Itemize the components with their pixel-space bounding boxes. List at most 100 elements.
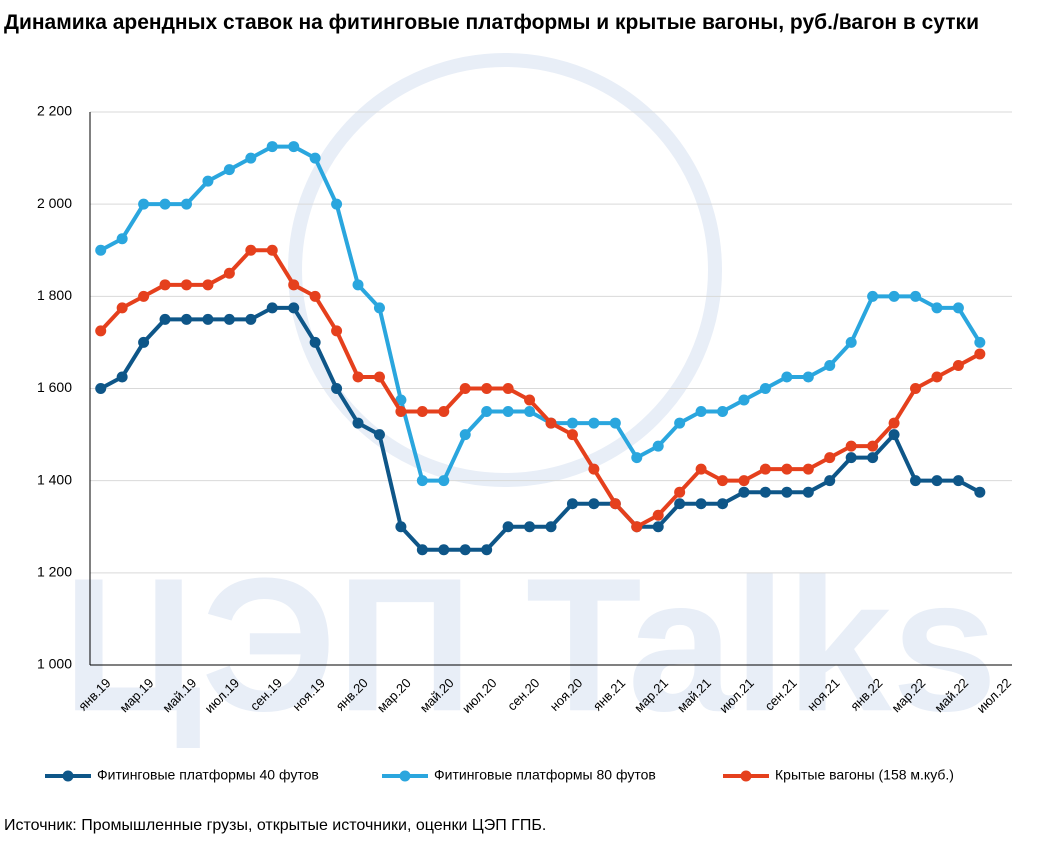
data-point bbox=[824, 359, 836, 371]
data-point bbox=[245, 152, 257, 164]
data-point bbox=[910, 475, 922, 487]
legend-marker bbox=[740, 770, 752, 782]
data-point bbox=[395, 406, 407, 418]
data-point bbox=[888, 429, 900, 441]
data-point bbox=[802, 486, 814, 498]
data-point bbox=[416, 544, 428, 556]
data-point bbox=[202, 313, 214, 325]
data-point bbox=[566, 417, 578, 429]
data-point bbox=[180, 198, 192, 210]
data-point bbox=[759, 463, 771, 475]
data-point bbox=[309, 336, 321, 348]
data-point bbox=[588, 417, 600, 429]
data-point bbox=[438, 544, 450, 556]
data-point bbox=[674, 486, 686, 498]
data-point bbox=[609, 417, 621, 429]
data-point bbox=[95, 325, 107, 337]
legend-label: Фитинговые платформы 80 футов bbox=[434, 767, 656, 783]
data-point bbox=[116, 302, 128, 314]
data-point bbox=[631, 452, 643, 464]
data-point bbox=[266, 141, 278, 153]
data-point bbox=[695, 498, 707, 510]
data-point bbox=[545, 417, 557, 429]
data-point bbox=[566, 429, 578, 441]
data-point bbox=[138, 336, 150, 348]
data-point bbox=[352, 417, 364, 429]
data-point bbox=[524, 394, 536, 406]
data-point bbox=[524, 406, 536, 418]
data-point bbox=[180, 279, 192, 291]
data-point bbox=[952, 475, 964, 487]
data-point bbox=[802, 371, 814, 383]
data-point bbox=[331, 198, 343, 210]
data-point bbox=[652, 521, 664, 533]
data-point bbox=[867, 440, 879, 452]
data-point bbox=[202, 279, 214, 291]
data-point bbox=[288, 141, 300, 153]
data-point bbox=[717, 406, 729, 418]
data-point bbox=[759, 486, 771, 498]
data-point bbox=[524, 521, 536, 533]
data-point bbox=[245, 244, 257, 256]
data-point bbox=[95, 244, 107, 256]
data-point bbox=[159, 279, 171, 291]
data-point bbox=[159, 198, 171, 210]
data-point bbox=[845, 336, 857, 348]
data-point bbox=[674, 498, 686, 510]
data-point bbox=[459, 544, 471, 556]
data-point bbox=[416, 406, 428, 418]
data-point bbox=[738, 394, 750, 406]
data-point bbox=[545, 521, 557, 533]
data-point bbox=[974, 336, 986, 348]
data-point bbox=[910, 290, 922, 302]
y-tick-label: 1 400 bbox=[37, 471, 72, 487]
data-point bbox=[781, 463, 793, 475]
data-point bbox=[931, 475, 943, 487]
data-point bbox=[695, 463, 707, 475]
data-point bbox=[631, 521, 643, 533]
data-point bbox=[95, 383, 107, 394]
data-point bbox=[845, 440, 857, 452]
y-tick-label: 2 000 bbox=[37, 195, 72, 211]
data-point bbox=[223, 164, 235, 176]
legend-label: Фитинговые платформы 40 футов bbox=[97, 767, 319, 783]
data-point bbox=[652, 440, 664, 452]
data-point bbox=[588, 463, 600, 475]
data-point bbox=[781, 371, 793, 383]
data-point bbox=[588, 498, 600, 510]
data-point bbox=[116, 371, 128, 383]
data-point bbox=[373, 302, 385, 314]
data-point bbox=[674, 417, 686, 429]
data-point bbox=[288, 279, 300, 291]
data-point bbox=[824, 475, 836, 487]
data-point bbox=[931, 371, 943, 383]
data-point bbox=[931, 302, 943, 314]
data-point bbox=[223, 313, 235, 325]
data-point bbox=[888, 290, 900, 302]
data-point bbox=[138, 198, 150, 210]
data-point bbox=[138, 290, 150, 302]
y-tick-label: 1 200 bbox=[37, 564, 72, 580]
data-point bbox=[717, 498, 729, 510]
data-point bbox=[266, 244, 278, 256]
data-point bbox=[952, 359, 964, 371]
data-point bbox=[888, 417, 900, 429]
data-point bbox=[502, 383, 514, 394]
data-point bbox=[867, 290, 879, 302]
data-point bbox=[223, 267, 235, 279]
data-point bbox=[202, 175, 214, 187]
data-point bbox=[759, 383, 771, 394]
data-point bbox=[781, 486, 793, 498]
legend-marker bbox=[62, 770, 74, 782]
data-point bbox=[352, 279, 364, 291]
watermark-logo bbox=[288, 53, 722, 487]
data-point bbox=[652, 509, 664, 521]
data-point bbox=[845, 452, 857, 464]
y-tick-label: 1 000 bbox=[37, 656, 72, 672]
data-point bbox=[481, 544, 493, 556]
data-point bbox=[824, 452, 836, 464]
chart-title: Динамика арендных ставок на фитинговые п… bbox=[4, 11, 979, 34]
data-point bbox=[352, 371, 364, 383]
